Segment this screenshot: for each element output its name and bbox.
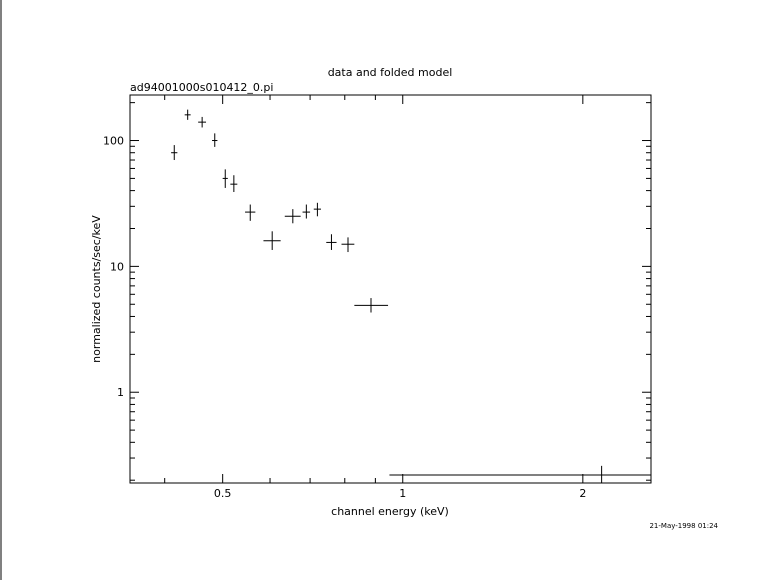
x-tick-label: 1	[399, 487, 406, 500]
y-tick-label: 100	[103, 135, 124, 148]
data-point	[171, 145, 178, 161]
data-point	[198, 116, 207, 128]
data-point	[184, 109, 191, 120]
x-axis-label: channel energy (keV)	[331, 505, 449, 518]
y-tick-label: 1	[117, 386, 124, 399]
plot-area-frame	[129, 94, 652, 484]
data-point	[212, 133, 218, 147]
data-point	[326, 234, 337, 250]
data-point	[222, 169, 228, 188]
x-tick-label: 0.5	[214, 487, 232, 500]
data-point	[302, 204, 311, 219]
data-point	[230, 175, 238, 192]
chart-subtitle: ad94001000s010412_0.pi	[130, 81, 273, 94]
x-tick-label: 2	[579, 487, 586, 500]
data-point	[284, 209, 301, 224]
y-axis-label: normalized counts/sec/keV	[90, 215, 103, 363]
axis-tick-labels: 0.5 1 2 1 10 100	[103, 135, 586, 500]
timestamp: 21-May-1998 01:24	[649, 522, 718, 530]
data-point	[263, 231, 281, 250]
data-point	[245, 204, 256, 221]
data-point	[354, 298, 389, 313]
axis-ticks	[130, 95, 651, 483]
data-point	[389, 465, 651, 483]
data-point	[313, 202, 321, 217]
y-tick-label: 10	[110, 260, 124, 273]
chart-title: data and folded model	[328, 66, 453, 79]
data-points	[171, 109, 651, 483]
data-point	[341, 237, 355, 253]
